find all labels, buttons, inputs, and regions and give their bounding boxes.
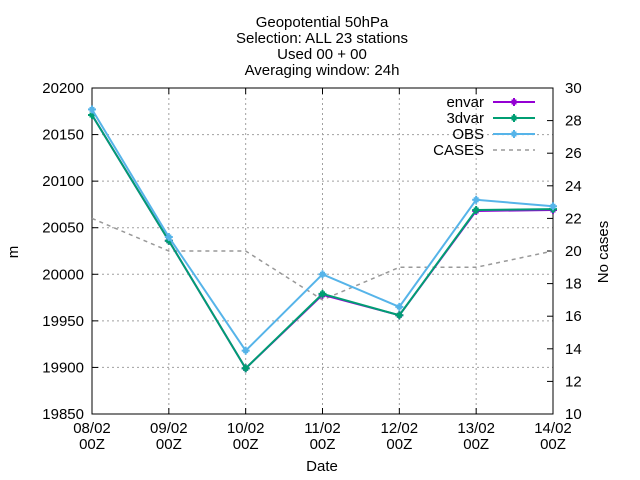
- x-tick-label: 09/02: [150, 420, 188, 437]
- x-tick-label: 13/02: [457, 420, 495, 437]
- y-tick-label: 20200: [42, 80, 84, 97]
- y2-tick-label: 18: [565, 276, 582, 293]
- title-line: Geopotential 50hPa: [256, 14, 389, 31]
- series-cases: [91, 217, 554, 301]
- x-tick-label: 14/02: [534, 420, 572, 437]
- series-obs: [88, 105, 557, 355]
- y2-tick-label: 28: [565, 113, 582, 130]
- y2-tick-label: 16: [565, 308, 582, 325]
- legend-label: envar: [446, 94, 484, 111]
- data-point: [510, 98, 518, 106]
- data-point: [472, 195, 481, 204]
- data-point: [318, 270, 327, 279]
- data-point: [241, 346, 250, 355]
- series-line: [91, 217, 554, 301]
- data-point: [164, 233, 173, 242]
- y2-axis-label: No cases: [595, 221, 612, 284]
- legend-item: envar: [446, 94, 535, 111]
- x-tick-label: 08/02: [73, 420, 111, 437]
- y2-tick-label: 14: [565, 341, 582, 358]
- data-point: [241, 364, 250, 373]
- y-tick-label: 20100: [42, 173, 84, 190]
- data-point: [88, 105, 96, 114]
- x-tick-label: 00Z: [463, 436, 489, 453]
- x-axis-label: Date: [306, 458, 338, 475]
- title-line: Averaging window: 24h: [245, 62, 400, 79]
- data-point: [510, 114, 518, 122]
- y2-tick-label: 22: [565, 210, 582, 227]
- y-axis-ticks: 19850 19900 19950 20000 20050 20100 20150 20200: [42, 80, 98, 423]
- legend-item: CASES: [433, 142, 535, 159]
- y-tick-label: 19900: [42, 359, 84, 376]
- y2-axis-ticks: 10 12 14 16 18 20 22 24 26 28 30: [547, 80, 582, 423]
- legend-item: 3dvar: [446, 110, 535, 127]
- y-tick-label: 20050: [42, 220, 84, 237]
- legend-label: CASES: [433, 142, 484, 159]
- title-line: Selection: ALL 23 stations: [236, 30, 408, 47]
- y2-tick-label: 24: [565, 178, 582, 195]
- data-point: [472, 206, 481, 215]
- y-tick-label: 19850: [42, 406, 84, 423]
- legend-item: OBS: [452, 126, 535, 143]
- x-axis-ticks: 08/0200Z09/0200Z10/0200Z11/0200Z12/0200Z…: [73, 88, 572, 453]
- series: [88, 105, 557, 373]
- x-tick-label: 00Z: [386, 436, 412, 453]
- x-tick-label: 10/02: [227, 420, 265, 437]
- data-point: [318, 289, 327, 298]
- data-point: [549, 202, 557, 211]
- y-tick-label: 19950: [42, 313, 84, 330]
- data-point: [510, 130, 518, 138]
- y-tick-label: 20150: [42, 127, 84, 144]
- legend-label: 3dvar: [446, 110, 484, 127]
- legend-label: OBS: [452, 126, 484, 143]
- y2-tick-label: 12: [565, 373, 582, 390]
- y2-tick-label: 10: [565, 406, 582, 423]
- x-tick-label: 00Z: [233, 436, 259, 453]
- y2-tick-label: 20: [565, 243, 582, 260]
- data-point: [395, 302, 404, 311]
- x-tick-label: 00Z: [540, 436, 566, 453]
- y2-tick-label: 26: [565, 145, 582, 162]
- x-tick-label: 11/02: [304, 420, 340, 437]
- x-tick-label: 12/02: [381, 420, 419, 437]
- data-point: [395, 311, 404, 320]
- x-tick-label: 00Z: [79, 436, 105, 453]
- title-line: Used 00 + 00: [277, 46, 367, 63]
- x-tick-label: 00Z: [310, 436, 336, 453]
- y-tick-label: 20000: [42, 266, 84, 283]
- y2-tick-label: 30: [565, 80, 582, 97]
- y-axis-label: m: [5, 246, 22, 259]
- x-tick-label: 00Z: [156, 436, 182, 453]
